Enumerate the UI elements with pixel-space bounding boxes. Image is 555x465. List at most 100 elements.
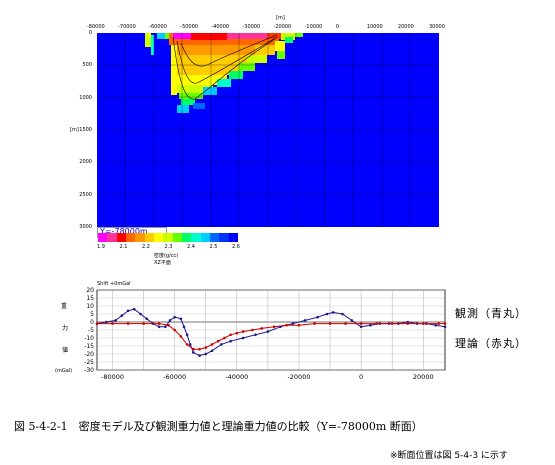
- data-point-theoretical: [157, 322, 161, 325]
- data-point-observed: [114, 319, 117, 322]
- data-point-observed: [241, 336, 245, 340]
- y-tick-label: -30: [84, 367, 94, 374]
- data-point-observed: [126, 309, 130, 313]
- data-point-observed: [204, 352, 208, 356]
- x-tick-label: 10000: [366, 24, 383, 30]
- data-point-observed: [359, 325, 363, 329]
- location-note: ※断面位置は図 5-4-3 に示す: [390, 451, 508, 461]
- data-point-observed: [145, 317, 149, 321]
- colorbar-tick-label: 2.2: [142, 244, 150, 250]
- data-point-theoretical: [216, 339, 220, 343]
- colorbar-tick-label: 2.4: [187, 244, 195, 250]
- ylabel-1: 重: [61, 303, 68, 310]
- data-point-observed: [198, 354, 201, 357]
- data-point-observed: [210, 349, 214, 353]
- data-point-theoretical: [406, 322, 410, 325]
- ylabel-3: 値: [62, 347, 69, 354]
- y-tick-label: 1500: [79, 126, 92, 133]
- data-point-theoretical: [204, 346, 208, 349]
- data-point-observed: [331, 311, 335, 314]
- colorbar-swatch: [98, 233, 108, 242]
- data-point-observed: [182, 325, 186, 329]
- x-tick-label: 30000: [429, 24, 445, 30]
- y-tick-label: 2500: [79, 191, 92, 198]
- data-point-observed: [185, 333, 189, 337]
- data-point-theoretical: [359, 322, 363, 325]
- data-point-observed: [229, 339, 232, 343]
- colorbar-swatch: [107, 233, 118, 242]
- colorbar-tick-label: 2.3: [164, 244, 173, 250]
- data-point-observed: [291, 322, 295, 325]
- data-point-observed: [164, 325, 167, 329]
- density-section-plot: [97, 33, 439, 227]
- data-point-theoretical: [241, 330, 245, 333]
- colorbar-subtitle: XZ平面: [154, 260, 171, 266]
- x-tick-label: -20000: [273, 24, 292, 30]
- colorbar-swatch: [191, 233, 202, 242]
- data-point-theoretical: [95, 322, 99, 325]
- colorbar-swatch: [172, 233, 183, 242]
- data-point-theoretical: [173, 328, 176, 332]
- x-tick-label: -40000: [211, 24, 230, 30]
- data-point-theoretical: [167, 323, 170, 327]
- data-point-observed: [325, 312, 329, 316]
- x-tick-label: -10000: [304, 24, 323, 30]
- y-tick-label: 5: [90, 311, 94, 318]
- data-point-observed: [443, 325, 447, 329]
- data-point-theoretical: [142, 322, 145, 325]
- density-anomaly-blocks: [145, 33, 303, 113]
- data-point-observed: [192, 351, 195, 354]
- x-tick-label: -30000: [242, 24, 261, 30]
- y-tick-label: -25: [84, 359, 94, 366]
- data-point-theoretical: [390, 322, 394, 325]
- data-point-observed: [254, 333, 257, 337]
- x-tick-label: -60000: [149, 24, 167, 30]
- data-point-theoretical: [297, 323, 301, 327]
- colorbar-swatch: [219, 233, 230, 242]
- data-point-theoretical: [229, 333, 232, 337]
- x-tick-label: -80000: [101, 373, 124, 381]
- data-point-theoretical: [437, 322, 441, 325]
- colorbar-swatch: [135, 233, 146, 242]
- colorbar-swatch: [144, 233, 155, 242]
- section-label: Y=-78000m: [100, 227, 148, 236]
- colorbar-swatch: [228, 233, 239, 242]
- colorbar-tick-label: 1.9: [97, 244, 105, 250]
- data-point-observed: [120, 314, 124, 317]
- data-point-observed: [168, 319, 172, 322]
- x-tick-label: -50000: [180, 24, 198, 30]
- y-tick-label: 1000: [79, 94, 92, 101]
- x-tick-label: -70000: [118, 24, 136, 30]
- colorbar-swatch: [126, 233, 136, 242]
- data-point-theoretical: [198, 347, 201, 351]
- data-point-observed: [369, 323, 372, 327]
- y-tick-label: 0: [88, 30, 92, 36]
- data-point-theoretical: [210, 343, 214, 346]
- colorbar-tick-label: 2.5: [209, 244, 218, 250]
- data-point-observed: [350, 319, 354, 322]
- data-point-observed: [188, 343, 192, 346]
- x-tick-label: 0: [335, 24, 339, 30]
- data-point-observed: [157, 325, 161, 329]
- x-tick-label: -80000: [87, 24, 105, 30]
- colorbar-swatch: [163, 233, 174, 242]
- colorbar-swatch: [154, 233, 164, 242]
- colorbar-tick-label: 2.1: [119, 244, 128, 250]
- data-point-theoretical: [235, 331, 239, 335]
- x-unit-label: [m]: [276, 15, 285, 21]
- colorbar-tick-label: 2.6: [232, 244, 240, 250]
- x-tick-label: -40000: [225, 373, 248, 381]
- colorbar-title: 密度(g/cc): [154, 253, 179, 259]
- data-point-observed: [316, 315, 319, 319]
- x-tick-label: 20000: [397, 24, 414, 30]
- data-point-observed: [434, 323, 437, 327]
- colorbar-swatch: [210, 233, 220, 242]
- data-point-theoretical: [313, 322, 316, 325]
- colorbar-swatch: [182, 233, 192, 242]
- ylabel-4: (mGal): [55, 368, 73, 374]
- density-colorbar: [98, 233, 239, 242]
- data-point-theoretical: [192, 347, 195, 351]
- data-point-theoretical: [179, 335, 183, 338]
- x-tick-label: -20000: [287, 373, 310, 381]
